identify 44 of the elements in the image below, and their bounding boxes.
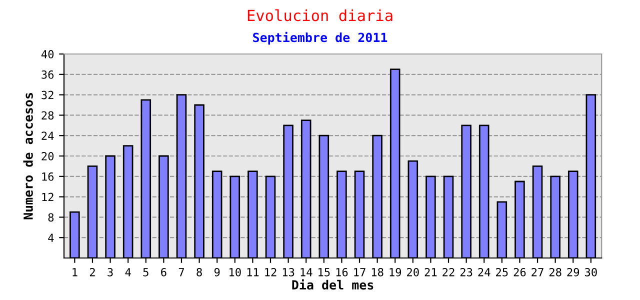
x-tick-label: 24 bbox=[478, 268, 490, 276]
x-tick-label: 6 bbox=[161, 268, 166, 276]
x-tick-label: 27 bbox=[532, 268, 544, 276]
x-tick-label: 9 bbox=[214, 268, 220, 276]
chart-title: Evolucion diaria bbox=[248, 9, 392, 22]
y-tick-label: 12 bbox=[42, 192, 54, 202]
x-tick-label: 16 bbox=[336, 268, 348, 276]
x-tick-label: 2 bbox=[90, 268, 95, 276]
x-tick-label: 5 bbox=[143, 268, 148, 276]
x-tick-label: 19 bbox=[390, 268, 402, 276]
x-tick-label: 18 bbox=[372, 268, 384, 276]
x-tick-label: 28 bbox=[549, 268, 562, 276]
y-axis-title: Numero de accesos bbox=[23, 93, 33, 220]
x-tick-label: 10 bbox=[230, 268, 241, 276]
y-tick-label: 36 bbox=[42, 70, 54, 79]
x-axis-title: Dia del mes bbox=[292, 279, 374, 290]
x-tick-label: 11 bbox=[247, 268, 259, 276]
y-tick-label: 24 bbox=[42, 132, 54, 140]
x-tick-label: 1 bbox=[72, 268, 78, 276]
y-tick-label: 28 bbox=[42, 111, 54, 120]
x-tick-label: 3 bbox=[108, 268, 113, 276]
x-tick-label: 21 bbox=[424, 268, 437, 276]
x-tick-label: 25 bbox=[496, 268, 508, 276]
x-tick-label: 29 bbox=[567, 268, 580, 276]
x-tick-label: 17 bbox=[354, 268, 366, 276]
y-tick-label: 16 bbox=[42, 172, 54, 181]
x-tick-label: 30 bbox=[584, 268, 597, 276]
x-tick-label: 8 bbox=[196, 268, 202, 276]
x-tick-label: 14 bbox=[300, 268, 312, 276]
x-tick-label: 12 bbox=[265, 268, 276, 276]
y-tick-label: 8 bbox=[48, 213, 54, 222]
x-tick-label: 7 bbox=[178, 268, 184, 276]
x-tick-label: 26 bbox=[514, 268, 526, 276]
chart-subtitle: Septiembre de 2011 bbox=[253, 32, 388, 45]
x-tick-label: 4 bbox=[125, 268, 131, 276]
x-tick-label: 22 bbox=[442, 268, 454, 276]
x-tick-label: 20 bbox=[407, 268, 419, 276]
y-tick-label: 40 bbox=[41, 50, 54, 58]
y-tick-label: 32 bbox=[42, 90, 54, 100]
x-tick-label: 15 bbox=[318, 268, 330, 276]
x-tick-label: 23 bbox=[460, 268, 472, 276]
y-tick-label: 20 bbox=[42, 152, 54, 160]
x-tick-label: 13 bbox=[282, 268, 294, 276]
y-tick-label: 4 bbox=[48, 234, 54, 242]
